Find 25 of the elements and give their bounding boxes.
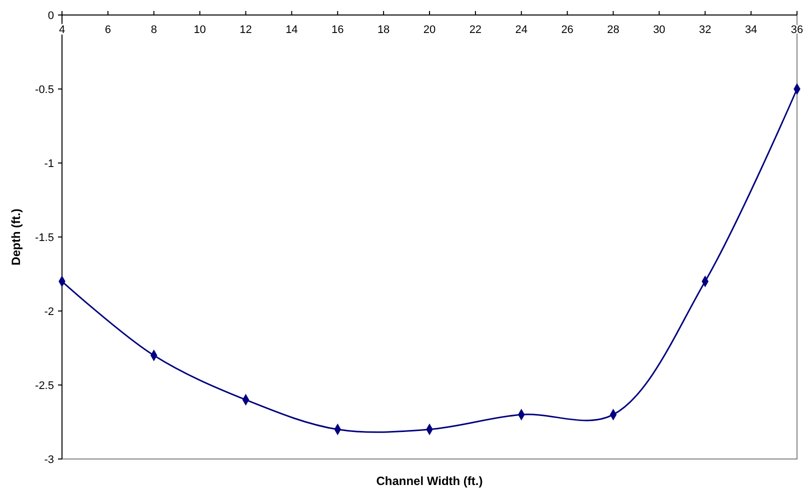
x-tick-label: 20 (423, 24, 436, 36)
x-axis-title: Channel Width (ft.) (376, 474, 483, 488)
y-tick-label: 0 (48, 10, 54, 22)
y-tick-label: -1.5 (35, 232, 54, 244)
x-tick-label: 30 (653, 24, 666, 36)
x-tick-label: 22 (469, 24, 482, 36)
y-axis-title: Depth (ft.) (9, 208, 23, 266)
y-tick-label: -0.5 (35, 84, 54, 96)
x-tick-label: 28 (607, 24, 620, 36)
y-tick-label: -2.5 (35, 380, 54, 392)
x-tick-label: 32 (699, 24, 712, 36)
x-tick-label: 34 (744, 24, 758, 36)
y-tick-label: -2 (44, 306, 54, 318)
x-tick-label: 18 (377, 24, 390, 36)
x-tick-label: 10 (194, 24, 206, 36)
y-tick-label: -1 (44, 158, 54, 170)
x-tick-label: 8 (150, 24, 157, 36)
x-tick-label: 16 (332, 24, 344, 36)
x-tick-label: 24 (515, 24, 528, 36)
x-tick-label: 12 (240, 24, 252, 36)
y-tick-label: -3 (44, 454, 54, 466)
x-tick-label: 26 (561, 24, 574, 36)
x-tick-label: 14 (286, 24, 298, 36)
x-tick-label: 36 (790, 24, 804, 36)
x-tick-label: 6 (104, 24, 111, 36)
